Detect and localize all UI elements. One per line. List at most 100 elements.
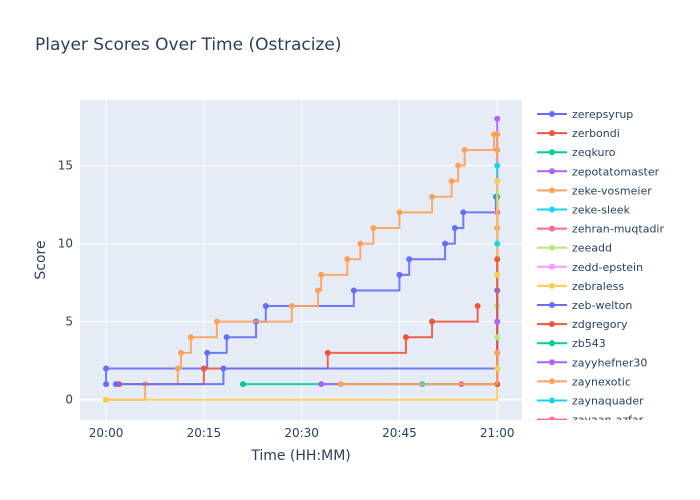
data-point bbox=[112, 381, 119, 388]
legend-marker bbox=[549, 282, 555, 289]
data-point bbox=[448, 178, 455, 185]
series-zerbondi bbox=[116, 303, 481, 388]
data-point bbox=[239, 381, 246, 388]
series-line bbox=[106, 133, 499, 401]
tick-labels: 20:00 20:15 20:30 20:45 21:00 0 5 10 15 bbox=[58, 159, 515, 440]
y-tick-label: 15 bbox=[58, 159, 73, 173]
legend-label: zerbondi bbox=[572, 127, 620, 140]
legend-marker bbox=[549, 359, 555, 366]
data-point bbox=[223, 334, 230, 341]
series-line bbox=[119, 306, 479, 386]
y-tick-label: 0 bbox=[65, 393, 73, 407]
data-point bbox=[288, 303, 295, 310]
legend-marker bbox=[549, 302, 555, 308]
data-point bbox=[178, 349, 185, 356]
legend-item-zepotatomaster[interactable]: zepotatomaster bbox=[537, 165, 660, 178]
data-point bbox=[494, 178, 501, 185]
legend-marker bbox=[549, 130, 555, 137]
legend-label: zeke-vosmeier bbox=[572, 184, 652, 197]
y-tick-label: 10 bbox=[58, 237, 73, 251]
data-point bbox=[103, 396, 110, 403]
data-point bbox=[494, 146, 501, 153]
data-point bbox=[494, 162, 501, 169]
legend-marker bbox=[549, 263, 555, 270]
data-point bbox=[442, 240, 449, 247]
legend-label: zb543 bbox=[572, 337, 606, 350]
legend-item-zaynaquader[interactable]: zaynaquader bbox=[537, 395, 644, 408]
legend-marker bbox=[549, 397, 555, 404]
data-point bbox=[344, 256, 351, 263]
legend-label: zaynaquader bbox=[572, 395, 644, 408]
legend-item-zb543[interactable]: zb543 bbox=[537, 337, 606, 350]
data-point bbox=[474, 303, 481, 310]
data-point bbox=[200, 365, 207, 372]
legend-label: zaynexotic bbox=[572, 375, 631, 388]
data-point bbox=[406, 256, 413, 263]
legend-marker bbox=[549, 111, 555, 117]
legend-item-zeeadd[interactable]: zeeadd bbox=[537, 242, 612, 255]
data-point bbox=[318, 381, 325, 388]
data-point bbox=[213, 318, 220, 325]
legend-item-zeke-vosmeier[interactable]: zeke-vosmeier bbox=[537, 184, 652, 197]
legend-label: zerepsyrup bbox=[572, 108, 633, 121]
legend-marker bbox=[549, 244, 555, 251]
x-tick-label: 20:15 bbox=[187, 426, 222, 440]
legend-label: zebraless bbox=[572, 280, 624, 293]
legend-item-zebraless[interactable]: zebraless bbox=[537, 280, 624, 293]
data-point bbox=[494, 365, 501, 372]
legend-item-zeqkuro[interactable]: zeqkuro bbox=[537, 146, 616, 159]
x-tick-label: 20:30 bbox=[284, 426, 319, 440]
data-point bbox=[451, 225, 458, 231]
data-point bbox=[220, 365, 227, 372]
traces bbox=[103, 115, 501, 403]
data-point bbox=[337, 381, 344, 388]
series-zaynaquader bbox=[494, 240, 501, 247]
data-point bbox=[429, 318, 436, 325]
x-tick-label: 20:00 bbox=[89, 426, 124, 440]
legend-item-zayyhefner30[interactable]: zayyhefner30 bbox=[537, 356, 647, 369]
data-point bbox=[187, 334, 194, 341]
y-tick-label: 5 bbox=[65, 315, 73, 329]
data-point bbox=[429, 193, 436, 200]
data-point bbox=[494, 318, 501, 325]
legend-item-zayaan-azfar[interactable]: zayaan-azfar bbox=[537, 414, 644, 427]
data-point bbox=[455, 162, 462, 169]
legend-item-zehran-muqtadir[interactable]: zehran-muqtadir bbox=[537, 223, 664, 236]
legend-item-zeb-welton[interactable]: zeb-welton bbox=[537, 299, 632, 312]
data-point bbox=[402, 334, 409, 341]
data-point bbox=[103, 365, 110, 372]
legend-item-zedd-epstein[interactable]: zedd-epstein bbox=[537, 261, 643, 274]
data-point bbox=[494, 256, 501, 263]
data-point bbox=[494, 240, 501, 247]
legend-item-zaynexotic[interactable]: zaynexotic bbox=[537, 375, 631, 388]
x-axis-title: Time (HH:MM) bbox=[250, 448, 351, 464]
data-point bbox=[494, 271, 501, 278]
x-tick-label: 21:00 bbox=[480, 426, 515, 440]
data-point bbox=[314, 287, 321, 294]
legend-item-zerepsyrup[interactable]: zerepsyrup bbox=[537, 108, 633, 121]
series-zebraless bbox=[103, 178, 501, 403]
legend-label: zayyhefner30 bbox=[572, 356, 647, 369]
legend-marker bbox=[549, 149, 555, 156]
series-zayyhefner30 bbox=[494, 318, 501, 325]
data-point bbox=[460, 209, 467, 216]
data-point bbox=[357, 240, 364, 247]
data-point bbox=[103, 381, 110, 388]
data-point bbox=[396, 271, 403, 278]
plot-area bbox=[80, 100, 522, 420]
legend-label: zeeadd bbox=[572, 242, 612, 255]
data-point bbox=[204, 349, 211, 356]
legend-marker bbox=[549, 187, 555, 194]
data-point bbox=[396, 209, 403, 216]
legend-label: zeqkuro bbox=[572, 146, 616, 159]
legend-label: zdgregory bbox=[572, 318, 628, 331]
data-point bbox=[494, 349, 501, 356]
data-point bbox=[324, 349, 331, 356]
data-point bbox=[174, 365, 181, 372]
legend-label: zeb-welton bbox=[572, 299, 632, 312]
legend-item-zerbondi[interactable]: zerbondi bbox=[537, 127, 620, 140]
legend-item-zeke-sleek[interactable]: zeke-sleek bbox=[537, 204, 631, 217]
legend-item-zdgregory[interactable]: zdgregory bbox=[537, 318, 628, 331]
legend-label: zehran-muqtadir bbox=[572, 223, 664, 236]
